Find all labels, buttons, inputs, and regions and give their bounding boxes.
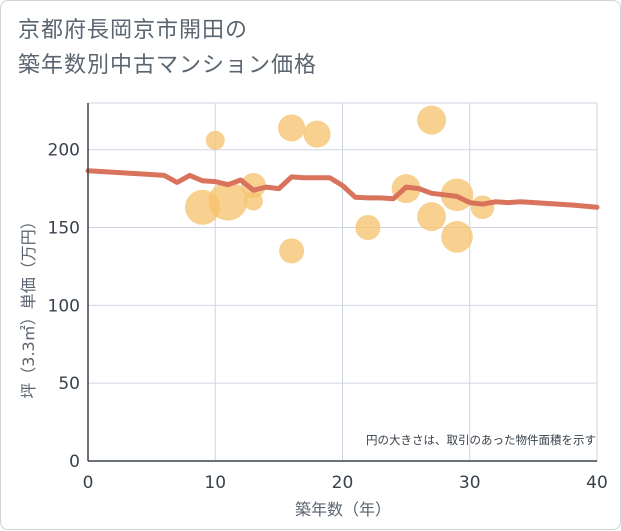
bubble-point xyxy=(208,181,248,221)
chart-title-line1: 京都府長岡京市開田の xyxy=(18,18,249,43)
y-tick-label: 0 xyxy=(69,452,80,472)
bubble-point xyxy=(205,130,225,150)
trend-line xyxy=(85,168,600,210)
bubble-point xyxy=(303,120,331,148)
bubble-point xyxy=(279,238,305,264)
chart-title: 京都府長岡京市開田の 築年数別中古マンション価格 xyxy=(18,13,317,83)
bubble-point xyxy=(243,191,263,211)
y-axis-label: 坪（3.3㎡）単価（万円） xyxy=(19,213,38,398)
tick-labels: 0 10 20 30 40 0 50 100 150 200 xyxy=(48,141,608,493)
bubble-point xyxy=(470,195,495,220)
y-tick-label: 150 xyxy=(48,219,80,239)
bubble-point xyxy=(417,105,447,135)
axes xyxy=(87,103,597,462)
x-tick-label: 10 xyxy=(204,473,226,493)
x-tick-label: 0 xyxy=(83,473,94,493)
chart-title-line2: 築年数別中古マンション価格 xyxy=(18,53,318,78)
y-tick-label: 200 xyxy=(48,141,80,161)
x-tick-label: 30 xyxy=(459,473,481,493)
bubble-point xyxy=(441,221,473,253)
trend xyxy=(85,168,600,210)
bubble-point xyxy=(417,202,447,232)
x-tick-label: 20 xyxy=(332,473,354,493)
bubble-point xyxy=(240,172,266,199)
bubble-point xyxy=(355,214,381,241)
x-axis-label: 築年数（年） xyxy=(295,500,391,519)
grid xyxy=(87,102,598,462)
y-tick-label: 50 xyxy=(58,374,80,394)
chart-note: 円の大きさは、取引のあった物件面積を示す xyxy=(366,433,596,447)
bubble-point xyxy=(278,114,306,142)
x-tick-label: 40 xyxy=(586,473,608,493)
y-tick-label: 100 xyxy=(48,296,80,316)
